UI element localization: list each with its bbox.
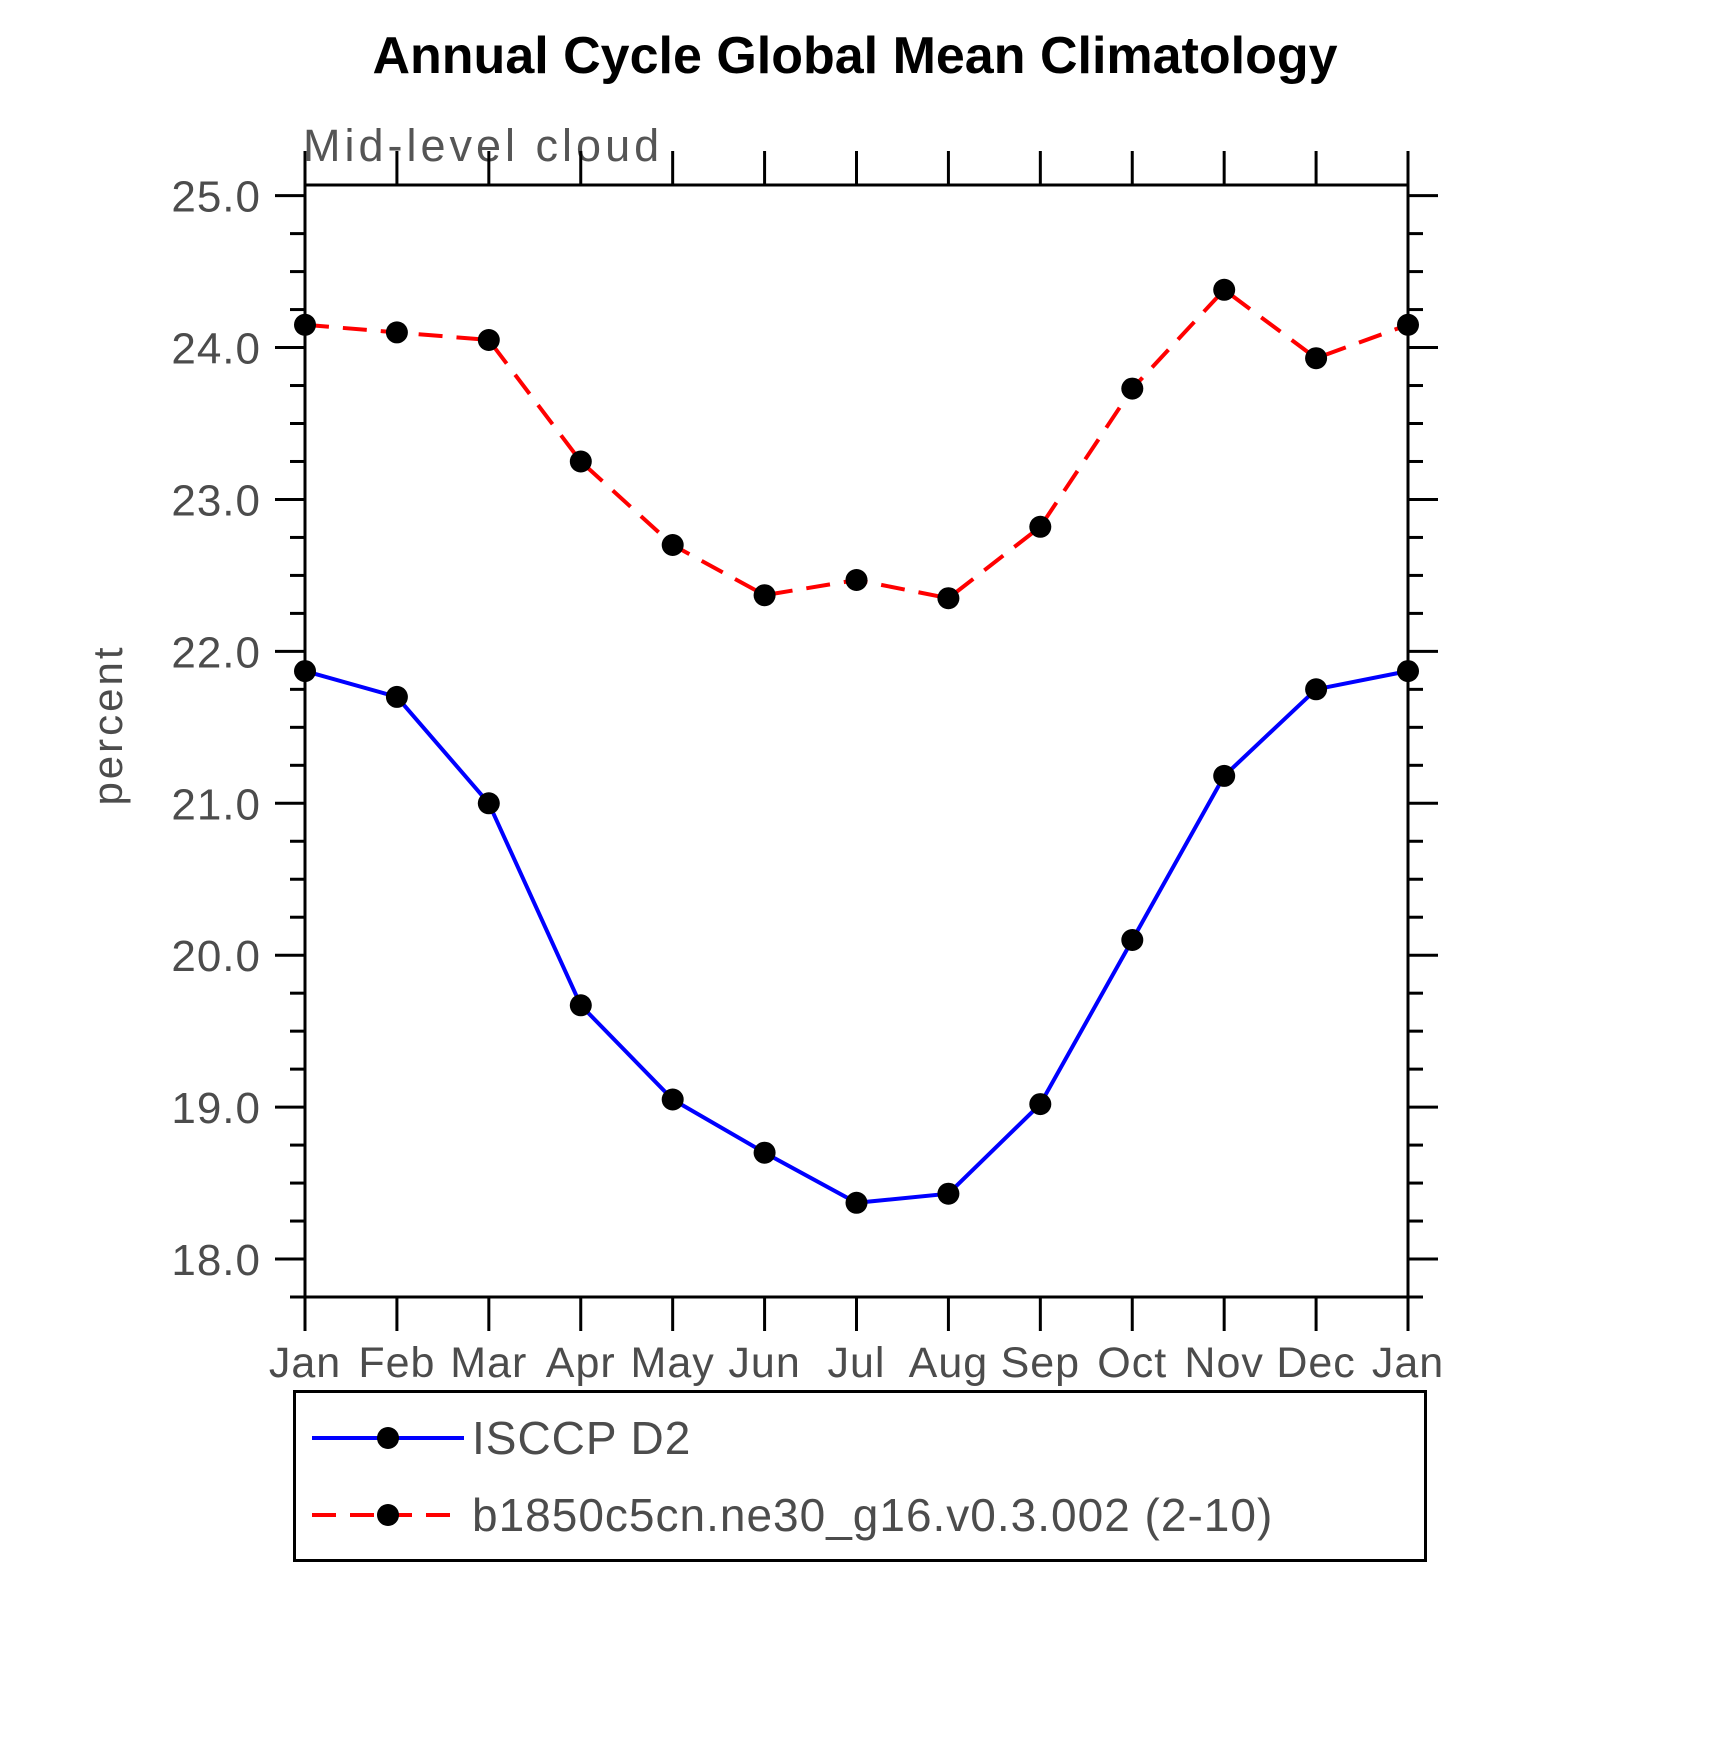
legend-line-sample-dashed — [312, 1503, 464, 1526]
svg-text:21.0: 21.0 — [171, 780, 261, 829]
svg-text:Sep: Sep — [1001, 1339, 1081, 1387]
svg-text:Jun: Jun — [728, 1339, 800, 1387]
svg-text:Aug: Aug — [909, 1339, 989, 1387]
svg-text:Oct: Oct — [1097, 1339, 1167, 1387]
legend-marker-dot — [377, 1426, 399, 1449]
svg-text:20.0: 20.0 — [171, 932, 261, 981]
svg-text:19.0: 19.0 — [171, 1084, 261, 1133]
svg-text:18.0: 18.0 — [171, 1236, 261, 1285]
legend-item: ISCCP D2 — [308, 1406, 1424, 1470]
svg-text:25.0: 25.0 — [171, 173, 261, 222]
legend-line-sample-solid — [312, 1426, 464, 1449]
svg-text:Apr: Apr — [546, 1339, 616, 1387]
legend-label: ISCCP D2 — [472, 1411, 692, 1464]
legend-label: b1850c5cn.ne30_g16.v0.3.002 (2-10) — [472, 1488, 1274, 1541]
svg-text:Nov: Nov — [1184, 1339, 1263, 1387]
svg-text:24.0: 24.0 — [171, 325, 261, 374]
legend-marker-dot — [377, 1503, 399, 1526]
chart-subtitle: Mid-level cloud — [303, 120, 664, 171]
legend-item: b1850c5cn.ne30_g16.v0.3.002 (2-10) — [308, 1483, 1424, 1547]
svg-text:Jul: Jul — [828, 1339, 886, 1387]
svg-text:Mar: Mar — [450, 1339, 527, 1387]
svg-text:Feb: Feb — [358, 1339, 435, 1387]
svg-text:Jan: Jan — [1372, 1339, 1444, 1387]
svg-text:Jan: Jan — [269, 1339, 341, 1387]
svg-text:May: May — [631, 1339, 715, 1387]
legend: ISCCP D2 b1850c5cn.ne30_g16.v0.3.002 (2-… — [293, 1390, 1427, 1562]
svg-text:Dec: Dec — [1276, 1339, 1355, 1387]
svg-text:22.0: 22.0 — [171, 628, 261, 677]
chart-title: Annual Cycle Global Mean Climatology — [372, 27, 1338, 85]
svg-text:23.0: 23.0 — [171, 476, 261, 525]
